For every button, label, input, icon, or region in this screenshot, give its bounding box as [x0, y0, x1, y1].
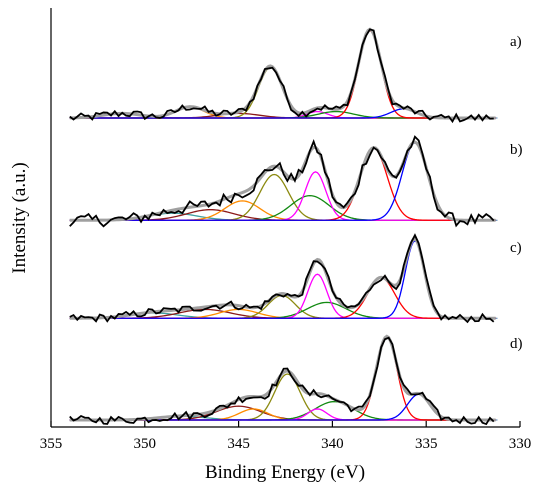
measured-spectrum	[69, 28, 494, 124]
panels-group: a) b) c) d)	[69, 27, 523, 426]
x-tick-label: 340	[321, 436, 344, 452]
x-ticks: 355 350 345 340 335 330	[40, 421, 532, 452]
component-peak-olive	[69, 66, 496, 119]
component-peak-blue	[69, 239, 496, 319]
x-tick-label: 330	[509, 436, 532, 452]
fit-envelope	[69, 334, 496, 422]
y-axis-title: Intensity (a.u.)	[9, 162, 30, 273]
panel-label: c)	[510, 240, 522, 256]
x-axis-title: Binding Energy (eV)	[205, 462, 365, 483]
spectrum-panel: a)	[69, 27, 522, 124]
component-peak-olive	[69, 373, 496, 421]
fit-envelope	[69, 27, 496, 120]
measured-spectrum	[69, 336, 495, 426]
x-tick-label: 345	[227, 436, 250, 452]
panel-label: b)	[510, 142, 523, 158]
x-tick-label: 350	[134, 436, 157, 452]
panel-label: a)	[510, 34, 522, 50]
x-tick-label: 355	[40, 436, 63, 452]
measured-spectrum	[69, 233, 495, 324]
axes-group: 355 350 345 340 335 330	[40, 8, 532, 452]
spectrum-panel: c)	[69, 233, 522, 324]
spectrum-panel: d)	[69, 334, 523, 426]
panel-label: d)	[510, 336, 523, 352]
x-tick-label: 335	[415, 436, 438, 452]
component-peak-green	[69, 194, 496, 221]
component-peak-red	[69, 29, 496, 119]
spectrum-panel: b)	[69, 135, 523, 228]
measured-spectrum	[69, 135, 495, 228]
fit-envelope	[69, 237, 496, 320]
